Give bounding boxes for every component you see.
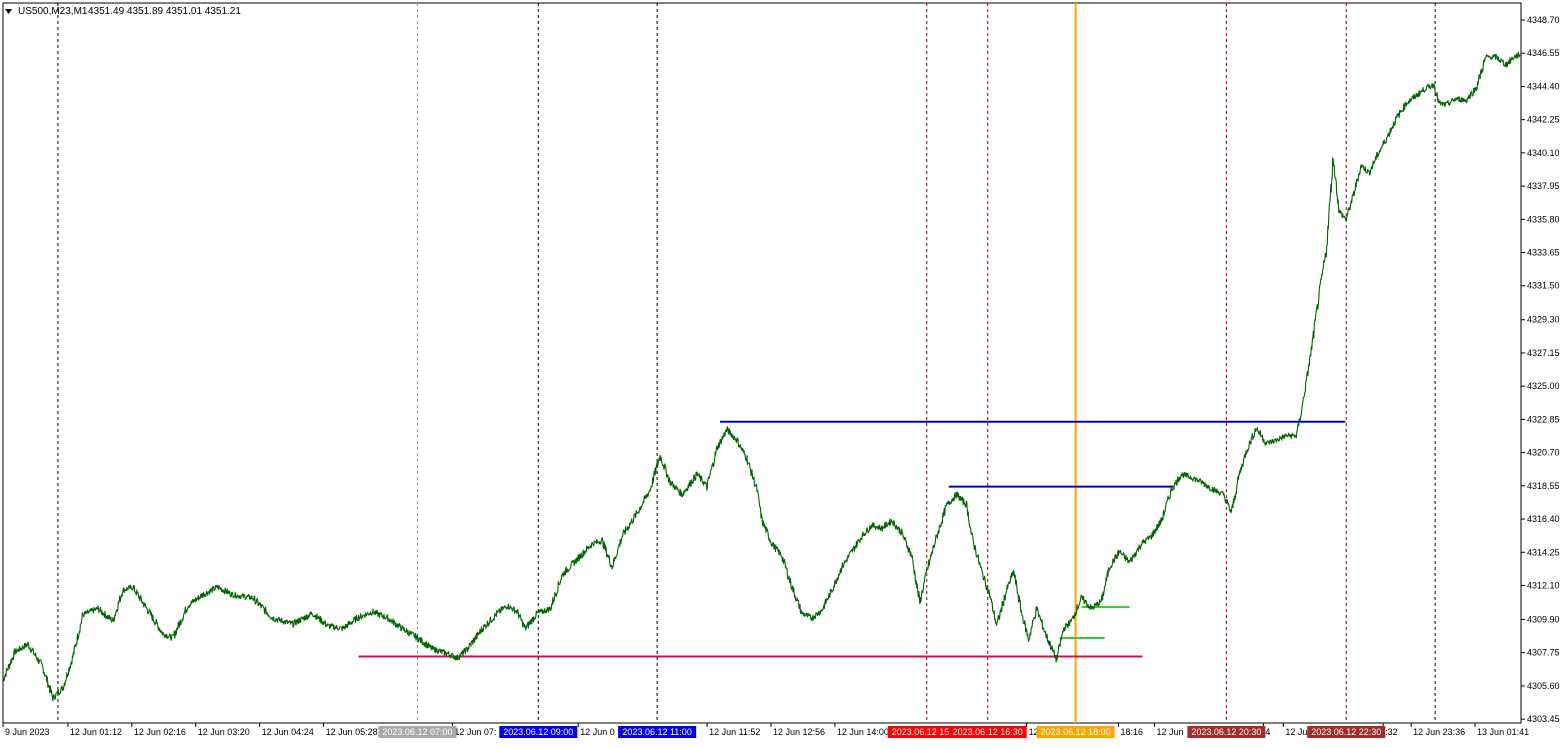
y-tick-label: 4331.50 — [1527, 281, 1560, 291]
time-marker-bg-0 — [378, 726, 457, 738]
y-tick-label: 4344.40 — [1527, 81, 1560, 91]
x-tick-label: 12 Ju — [1285, 727, 1307, 737]
chart-menu-arrow-icon[interactable] — [5, 9, 12, 14]
time-marker-label: 2023.06.12 07:00 — [382, 727, 452, 737]
y-tick-label: 4307.75 — [1527, 648, 1560, 658]
x-tick-label: 12 Jun 07: — [454, 727, 496, 737]
x-tick-label: 12 Jun 0 — [580, 727, 615, 737]
y-tick-label: 4309.90 — [1527, 614, 1560, 624]
x-tick-label: 12 Jun — [1156, 727, 1183, 737]
time-marker-label: 2023.06.12 09:00 — [503, 727, 573, 737]
y-tick-label: 4335.80 — [1527, 214, 1560, 224]
time-marker-label: 2023.06.12 15:00 — [892, 727, 962, 737]
y-tick-label: 4303.45 — [1527, 714, 1560, 724]
y-tick-label: 4342.25 — [1527, 115, 1560, 125]
ohlc-readout: 4351.49 4351.89 4351.01 4351.21 — [88, 6, 241, 17]
x-tick-label: 12 Jun 05:28 — [326, 727, 378, 737]
x-tick-label: 12 Jun 04:24 — [262, 727, 314, 737]
time-marker-bg-7 — [1307, 726, 1386, 738]
x-tick-label: 12 Jun 01:12 — [70, 727, 122, 737]
time-marker-label: 2023.06.12 20:30 — [1191, 727, 1261, 737]
y-tick-label: 4340.10 — [1527, 148, 1560, 158]
x-tick-label: 9 Jun 2023 — [5, 727, 50, 737]
x-tick-label: 12 Jun 03:20 — [198, 727, 250, 737]
x-tick-label: 12 Jun 11:52 — [709, 727, 760, 737]
plot-frame — [2, 2, 1522, 724]
x-tick-label: 13 Jun 01:41 — [1477, 727, 1529, 737]
y-tick-label: 4305.60 — [1527, 681, 1560, 691]
x-tick-label: 4 — [1265, 727, 1270, 737]
y-tick-label: 4325.00 — [1527, 381, 1560, 391]
x-tick-label: 12 Jun 23:36 — [1413, 727, 1465, 737]
x-tick-label: 12 — [1029, 727, 1039, 737]
x-tick-label: :32 — [1385, 727, 1398, 737]
y-tick-label: 4318.55 — [1527, 481, 1560, 491]
y-tick-label: 4327.15 — [1527, 348, 1560, 358]
y-tick-label: 4348.70 — [1527, 15, 1560, 25]
time-marker-bg-3 — [887, 726, 966, 738]
time-marker-bg-2 — [618, 726, 697, 738]
time-marker-bg-5 — [1036, 726, 1115, 738]
x-tick-label: 12 Jun 12:56 — [773, 727, 825, 737]
time-marker-label: 2023.06.12 16:30 — [953, 727, 1023, 737]
time-marker-label: 2023.06.12 18:00 — [1041, 727, 1111, 737]
x-tick-label: 12 Jun 14:00 — [837, 727, 889, 737]
y-tick-label: 4337.95 — [1527, 181, 1560, 191]
chart-title: US500,M23,M1 — [18, 6, 88, 17]
y-tick-label: 4320.70 — [1527, 448, 1560, 458]
price-line — [2, 51, 1522, 702]
y-tick-label: 4346.55 — [1527, 48, 1560, 58]
time-marker-label: 2023.06.12 11:00 — [622, 727, 691, 737]
y-tick-label: 4329.30 — [1527, 315, 1560, 325]
y-tick-label: 4314.25 — [1527, 547, 1560, 557]
x-tick-label: 18:16 — [1121, 727, 1144, 737]
y-tick-label: 4316.40 — [1527, 514, 1560, 524]
y-tick-label: 4322.85 — [1527, 414, 1560, 424]
y-tick-label: 4333.65 — [1527, 248, 1560, 258]
time-marker-bg-6 — [1187, 726, 1266, 738]
x-tick-label: 12 Jun 02:16 — [134, 727, 186, 737]
time-marker-label: 2023.06.12 22:30 — [1311, 727, 1381, 737]
time-marker-bg-1 — [499, 726, 578, 738]
y-tick-label: 4312.10 — [1527, 580, 1560, 590]
time-marker-bg-4 — [948, 726, 1027, 738]
